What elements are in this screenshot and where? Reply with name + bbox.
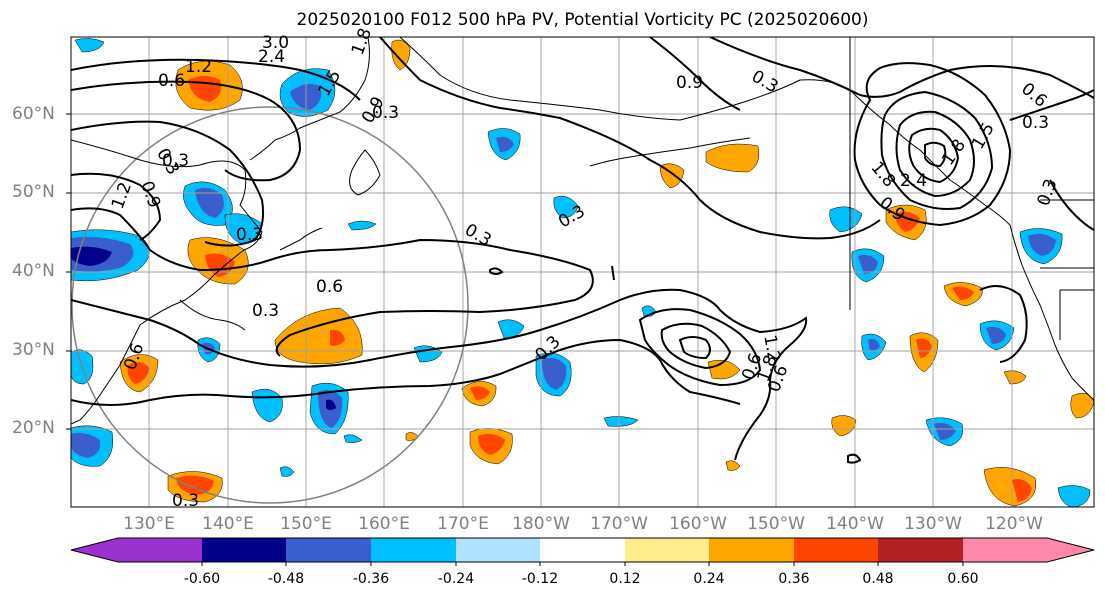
colorbar-swatch-2 <box>286 538 371 562</box>
contour-label: 0.6 <box>1017 79 1051 112</box>
contour-label: 0.3 <box>172 491 199 511</box>
contour-label: 1.8 <box>348 26 376 58</box>
colorbar-swatch-7 <box>709 538 794 562</box>
lat-label-60n: 60°N <box>12 104 55 124</box>
contour-label: 0.3 <box>1022 113 1049 133</box>
range-circle <box>71 106 469 504</box>
contour-label: 2.4 <box>258 47 285 67</box>
contour-label: 1.8 <box>867 158 900 192</box>
colorbar-outline <box>70 537 1095 563</box>
contour-label: 0.3 <box>236 225 263 245</box>
colorbar-swatch-10 <box>963 538 1094 562</box>
colorbar-label: -0.36 <box>352 571 390 587</box>
contour-label: 0.3 <box>252 301 279 321</box>
lat-label-40n: 40°N <box>12 261 55 281</box>
colorbar <box>70 537 1095 566</box>
contour-label: 1.2 <box>185 57 212 77</box>
colorbar-label: 0.48 <box>862 571 894 587</box>
colorbar-label: -0.24 <box>437 571 475 587</box>
colorbar-swatch-8 <box>794 538 878 562</box>
colorbar-label: 0.24 <box>693 571 725 587</box>
contour-label: 2.4 <box>900 171 927 191</box>
contour-label: 0.9 <box>136 178 164 210</box>
colorbar-label: -0.48 <box>267 571 305 587</box>
colorbar-swatch-0 <box>71 538 202 562</box>
map-title: 2025020100 F012 500 hPa PV, Potential Vo… <box>296 10 869 30</box>
contour-label: 1.8 <box>938 136 970 170</box>
lon-label-140e: 140°E <box>202 514 254 534</box>
colorbar-label: 0.12 <box>609 571 641 587</box>
lon-label-130w: 130°W <box>904 514 962 534</box>
colorbar-swatch-1 <box>202 538 286 562</box>
lon-label-120w: 120°W <box>985 514 1043 534</box>
lon-label-170e: 170°E <box>437 514 489 534</box>
lon-label-140w: 140°W <box>826 514 884 534</box>
lon-label-130e: 130°E <box>123 514 175 534</box>
contour-label: 0.6 <box>158 71 185 91</box>
pv-shading <box>71 38 1094 507</box>
axis-ticks <box>66 113 71 430</box>
contour-label: 0.9 <box>676 73 703 93</box>
contour-label: 0.3 <box>162 151 189 171</box>
colorbar-swatch-3 <box>371 538 456 562</box>
colorbar-swatch-6 <box>625 538 709 562</box>
contour-label: 1.2 <box>759 333 783 363</box>
lon-label-160w: 160°W <box>669 514 727 534</box>
colorbar-label: -0.12 <box>521 571 559 587</box>
colorbar-swatch-5 <box>540 538 625 562</box>
contour-label: 0.3 <box>372 103 399 123</box>
colorbar-label: 0.60 <box>947 571 979 587</box>
lat-label-30n: 30°N <box>12 340 55 360</box>
colorbar-label: -0.60 <box>183 571 221 587</box>
contour-label: 3.0 <box>262 33 289 53</box>
lon-label-160e: 160°E <box>358 514 410 534</box>
colorbar-swatch-4 <box>456 538 540 562</box>
contour-label: 0.3 <box>1034 176 1062 208</box>
lat-label-20n: 20°N <box>12 418 55 438</box>
colorbar-swatch-9 <box>878 538 963 562</box>
lon-label-150e: 150°E <box>280 514 332 534</box>
map-plot-area <box>71 37 1094 507</box>
contour-label: 0.6 <box>316 277 343 297</box>
pv-contours <box>71 37 1094 464</box>
coastlines <box>71 37 1094 425</box>
colorbar-label: 0.36 <box>778 571 810 587</box>
lon-label-150w: 150°W <box>747 514 805 534</box>
graticule <box>71 37 1094 507</box>
lon-label-170w: 170°W <box>590 514 648 534</box>
lat-label-50n: 50°N <box>12 182 55 202</box>
lon-label-180w: 180°W <box>512 514 570 534</box>
